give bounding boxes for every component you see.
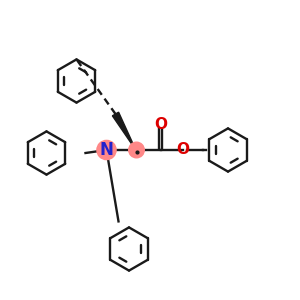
Circle shape [129,142,144,158]
Text: O: O [176,142,190,158]
Text: O: O [154,117,167,132]
Polygon shape [112,112,136,150]
Text: N: N [100,141,113,159]
Circle shape [97,140,116,160]
